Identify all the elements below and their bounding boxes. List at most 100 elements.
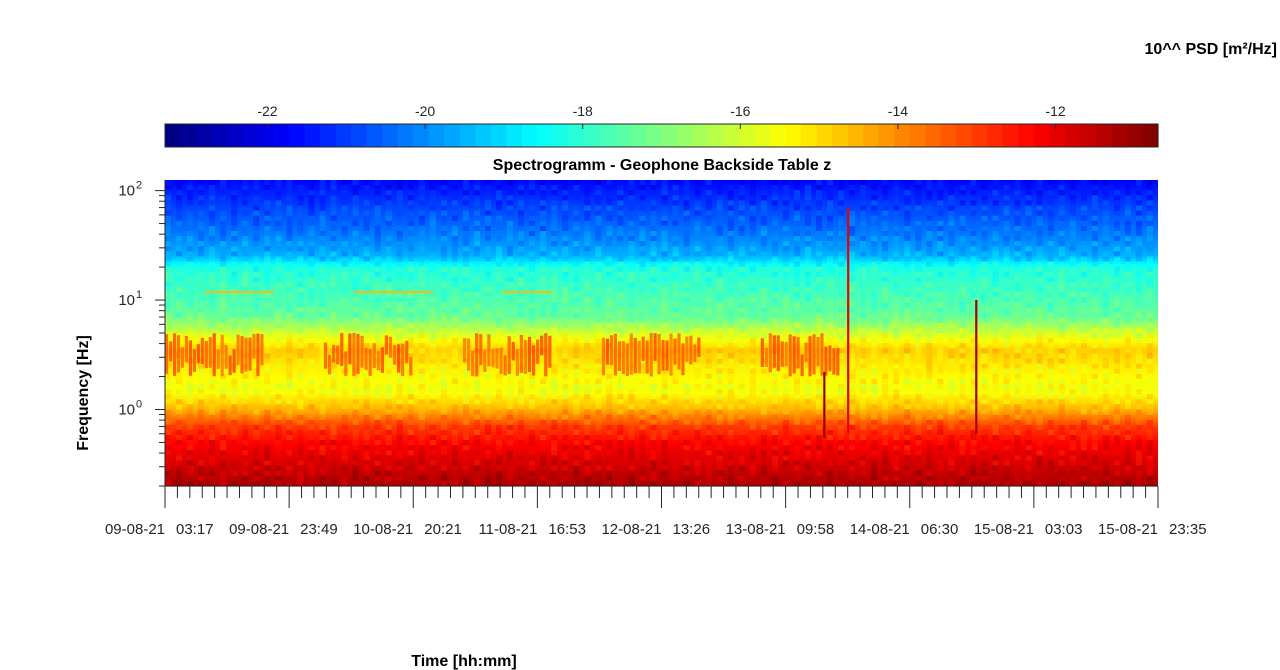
heatmap-speckle (374, 445, 381, 451)
colorbar-cell (351, 124, 368, 147)
heatmap-speckle (882, 200, 889, 206)
heatmap-speckle (926, 180, 933, 186)
heatmap-speckle (1003, 445, 1010, 451)
heatmap-speckle (319, 450, 326, 456)
heatmap-speckle (363, 338, 370, 344)
heatmap-speckle (595, 282, 602, 288)
heatmap-speckle (451, 246, 458, 252)
heatmap-speckle (1003, 353, 1010, 359)
heatmap-speckle (1036, 394, 1043, 400)
heatmap-speckle (374, 460, 381, 466)
heatmap-speckle (264, 338, 271, 344)
heatmap-speckle (440, 256, 447, 262)
heatmap-speckle (738, 276, 745, 282)
heatmap-speckle (1025, 200, 1032, 206)
heatmap-speckle (849, 333, 856, 339)
heatmap-speckle (970, 475, 977, 481)
heatmap-speckle (418, 312, 425, 318)
heatmap-speckle (297, 460, 304, 466)
heatmap-speckle (220, 282, 227, 288)
heatmap-speckle (650, 460, 657, 466)
heatmap-speckle (275, 317, 282, 323)
heatmap-speckle (871, 373, 878, 379)
heatmap-speckle (551, 195, 558, 201)
heatmap-speckle (1036, 429, 1043, 435)
heatmap-speckle (749, 475, 756, 481)
heatmap-speckle (308, 424, 315, 430)
heatmap-speckle (429, 404, 436, 410)
heatmap-speckle (595, 241, 602, 247)
heatmap-speckle (882, 282, 889, 288)
heatmap-speckle (473, 455, 480, 461)
heatmap-speckle (407, 429, 414, 435)
heatmap-speckle (782, 384, 789, 390)
heatmap-speckle (264, 195, 271, 201)
heatmap-speckle (242, 399, 249, 405)
heatmap-speckle (981, 302, 988, 308)
colorbar-cell (537, 124, 554, 147)
heatmap-speckle (209, 236, 216, 242)
heatmap-speckle (584, 348, 591, 354)
heatmap-speckle (473, 435, 480, 441)
heatmap-speckle (385, 378, 392, 384)
heatmap-speckle (992, 409, 999, 415)
heatmap-speckle (992, 348, 999, 354)
heatmap-speckle (551, 378, 558, 384)
heatmap-speckle (407, 292, 414, 298)
heatmap-speckle (937, 225, 944, 231)
heatmap-speckle (308, 210, 315, 216)
heatmap-speckle (970, 450, 977, 456)
heatmap-speckle (948, 450, 955, 456)
heatmap-speckle (904, 276, 911, 282)
heatmap-speckle (297, 389, 304, 395)
heatmap-speckle (418, 460, 425, 466)
heatmap-speckle (871, 236, 878, 242)
heatmap-speckle (738, 445, 745, 451)
heatmap-speckle (1025, 317, 1032, 323)
heatmap-speckle (363, 266, 370, 272)
heatmap-speckle (198, 440, 205, 446)
heatmap-speckle (462, 312, 469, 318)
heatmap-speckle (496, 450, 503, 456)
heatmap-speckle (165, 440, 172, 446)
heatmap-speckle (771, 470, 778, 476)
heatmap-speckle (551, 424, 558, 430)
heatmap-speckle (187, 333, 194, 339)
heatmap-speckle (838, 241, 845, 247)
heatmap-speckle (198, 435, 205, 441)
heatmap-speckle (330, 368, 337, 374)
heatmap-speckle (507, 440, 514, 446)
heatmap-speckle (231, 470, 238, 476)
heatmap-speckle (694, 327, 701, 333)
heatmap-speckle (937, 333, 944, 339)
heatmap-speckle (595, 276, 602, 282)
heatmap-speckle (749, 358, 756, 364)
heatmap-speckle (187, 475, 194, 481)
heatmap-speckle (308, 312, 315, 318)
heatmap-speckle (628, 185, 635, 191)
heatmap-speckle (882, 215, 889, 221)
heatmap-speckle (418, 205, 425, 211)
heatmap-speckle (363, 394, 370, 400)
heatmap-speckle (1036, 302, 1043, 308)
heatmap-speckle (231, 312, 238, 318)
heatmap-speckle (915, 215, 922, 221)
heatmap-speckle (1014, 180, 1021, 186)
heatmap-speckle (827, 205, 834, 211)
heatmap-speckle (275, 450, 282, 456)
heatmap-speckle (661, 445, 668, 451)
heatmap-speckle (352, 185, 359, 191)
heatmap-speckle (1014, 338, 1021, 344)
heatmap-speckle (308, 460, 315, 466)
heatmap-speckle (1025, 312, 1032, 318)
heatmap-speckle (628, 251, 635, 257)
heatmap-speckle (507, 241, 514, 247)
heatmap-speckle (573, 384, 580, 390)
heatmap-speckle (639, 322, 646, 328)
heatmap-speckle (319, 282, 326, 288)
heatmap-speckle (297, 450, 304, 456)
heatmap-speckle (374, 271, 381, 277)
heatmap-speckle (584, 399, 591, 405)
heatmap-speckle (926, 475, 933, 481)
heatmap-speckle (959, 205, 966, 211)
